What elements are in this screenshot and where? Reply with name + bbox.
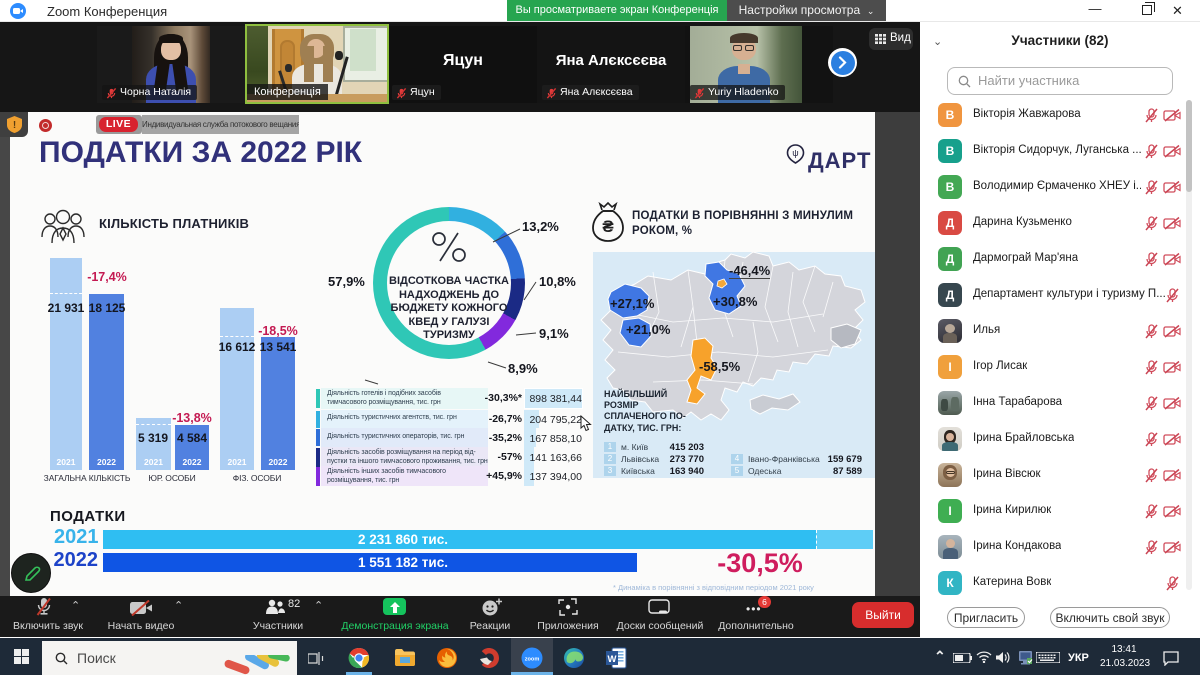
svg-text:zoom: zoom: [525, 657, 540, 663]
svg-text:₴: ₴: [602, 217, 614, 236]
svg-text:!: !: [13, 120, 16, 131]
svg-text:ψ: ψ: [792, 148, 798, 158]
svg-text:W: W: [608, 654, 617, 665]
